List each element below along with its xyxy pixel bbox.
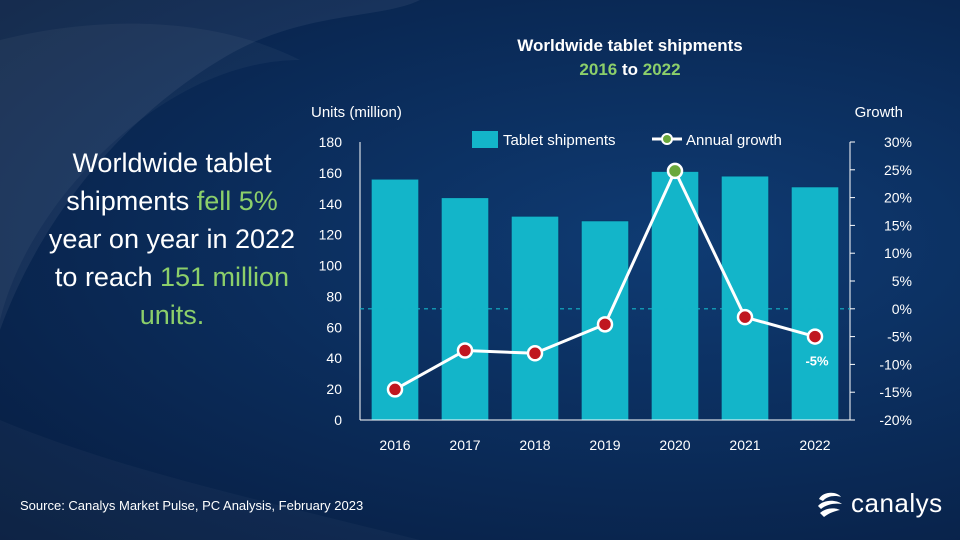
growth-marker-2019 xyxy=(596,316,614,333)
chart-title-joiner: to xyxy=(617,60,643,79)
legend-label-bar: Tablet shipments xyxy=(503,132,616,149)
chart-title-year-start: 2016 xyxy=(579,60,618,79)
y2-tick-label: 10% xyxy=(884,245,912,261)
headline-highlight-decline: fell 5% xyxy=(196,186,278,216)
legend-swatch-marker xyxy=(661,133,673,145)
growth-marker-2018 xyxy=(526,345,544,362)
headline-highlight-units: 151 million units. xyxy=(139,262,290,330)
headline-text-2: year on year in 2022 to reach xyxy=(48,224,296,292)
x-tick-label: 2020 xyxy=(659,437,690,453)
source-note: Source: Canalys Market Pulse, PC Analysi… xyxy=(20,498,364,513)
y2-axis-label: Growth xyxy=(855,104,903,121)
x-tick-label: 2018 xyxy=(519,437,550,453)
growth-marker-2020 xyxy=(666,162,684,180)
x-tick-label: 2019 xyxy=(589,437,620,453)
y-tick-label: 100 xyxy=(319,258,343,274)
y2-tick-label: 0% xyxy=(892,301,912,317)
y-tick-label: 160 xyxy=(319,165,343,181)
growth-marker-2016 xyxy=(386,381,404,398)
canalys-logo-text: canalys xyxy=(851,488,943,518)
x-tick-label: 2021 xyxy=(729,437,760,453)
x-tick-label: 2022 xyxy=(799,437,830,453)
x-tick-label: 2016 xyxy=(379,437,410,453)
chart-title-line1: Worldwide tablet shipments xyxy=(517,36,743,55)
x-tick-label: 2017 xyxy=(449,437,480,453)
headline: Worldwide tablet shipments fell 5% year … xyxy=(42,144,302,334)
y-tick-label: 120 xyxy=(319,227,343,243)
legend-label-line: Annual growth xyxy=(686,132,782,149)
growth-annotation-label: -5% xyxy=(805,354,829,369)
bar-tablet-shipments-2022 xyxy=(790,186,840,421)
y-tick-label: 40 xyxy=(326,350,342,366)
canalys-logo: canalys xyxy=(815,488,943,519)
y2-tick-label: -5% xyxy=(887,329,912,345)
y-tick-label: 140 xyxy=(319,196,343,212)
y-tick-label: 80 xyxy=(326,288,342,304)
y-tick-label: 60 xyxy=(326,319,342,335)
y-axis-label: Units (million) xyxy=(311,104,402,121)
y2-tick-label: -20% xyxy=(879,412,912,428)
y2-tick-label: -10% xyxy=(879,356,912,372)
y2-tick-label: 30% xyxy=(884,134,912,150)
canalys-logo-icon xyxy=(818,492,842,517)
y-tick-label: 180 xyxy=(319,134,343,150)
bar-tablet-shipments-2021 xyxy=(720,175,770,421)
chart-title: Worldwide tablet shipments 2016 to 2022 xyxy=(430,34,830,82)
bar-tablet-shipments-2018 xyxy=(510,215,560,421)
growth-marker-2022 xyxy=(806,328,824,345)
y2-tick-label: 15% xyxy=(884,217,912,233)
chart-title-year-end: 2022 xyxy=(642,60,681,79)
y-tick-label: 0 xyxy=(334,412,342,428)
y2-tick-label: 25% xyxy=(884,162,912,178)
headline-text-1: Worldwide tablet shipments xyxy=(66,148,272,216)
y2-tick-label: -15% xyxy=(879,384,912,400)
growth-marker-2017 xyxy=(456,342,474,359)
legend-swatch-bar xyxy=(472,131,498,148)
y2-tick-label: 20% xyxy=(884,190,912,206)
growth-marker-2021 xyxy=(736,308,754,326)
chart-title-years: 2016 to 2022 xyxy=(430,58,830,82)
y2-tick-label: 5% xyxy=(892,273,912,289)
y-tick-label: 20 xyxy=(326,381,342,397)
